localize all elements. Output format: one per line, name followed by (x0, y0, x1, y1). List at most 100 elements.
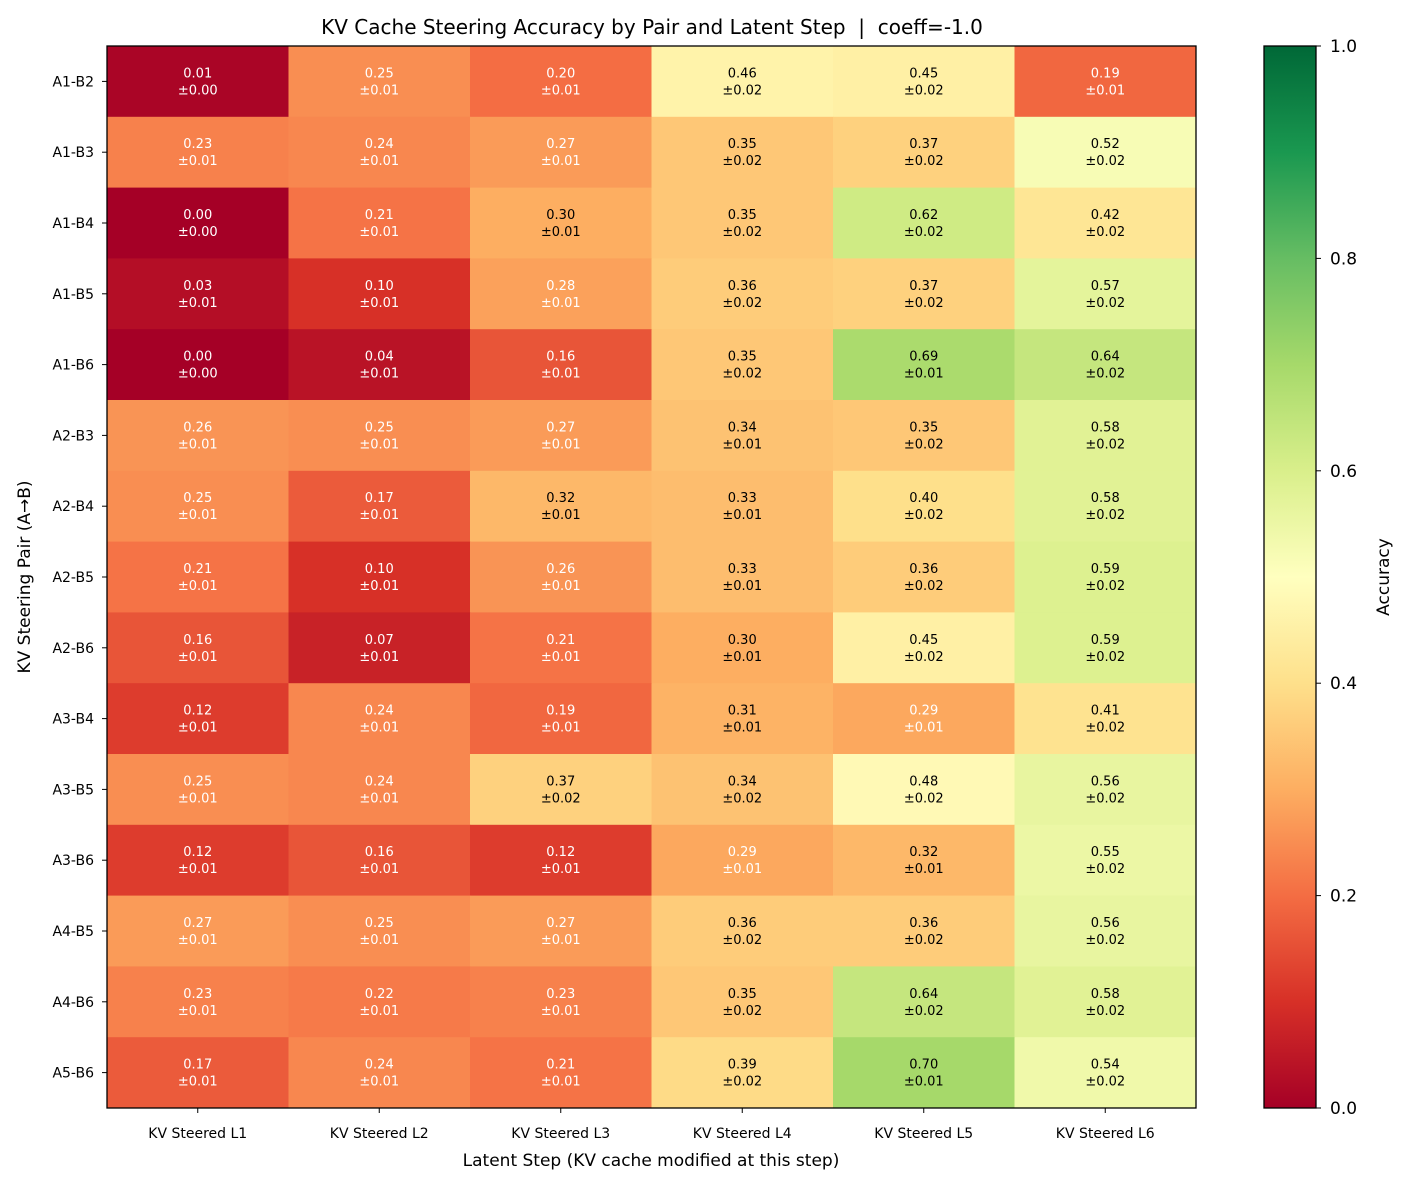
cell-value-label: 0.45 (909, 66, 938, 81)
x-tick-label: KV Steered L3 (511, 1126, 610, 1142)
cell-value-label: 0.25 (183, 774, 212, 789)
heatmap-cell: 0.12 ±0.01 (107, 824, 289, 897)
heatmap-cell: 0.31 ±0.01 (651, 683, 834, 755)
cell-value-label: 0.10 (365, 279, 394, 294)
cell-value-label: 0.36 (728, 916, 757, 931)
cell-rect (470, 258, 652, 330)
cell-value-label: 0.58 (1091, 987, 1120, 1002)
cell-value-label: 0.24 (365, 137, 394, 152)
cell-error-label: ±0.02 (904, 650, 944, 665)
cell-rect (288, 1037, 471, 1109)
cell-error-label: ±0.02 (904, 1004, 944, 1019)
y-axis-ticks: A1-B2 A1-B3 A1-B4 A1-B5 A1-B6 A2-B3 A2-B4 A2-B5… (52, 74, 107, 1082)
heatmap-cell: 0.19 ±0.01 (1014, 46, 1197, 118)
cell-value-label: 0.25 (365, 66, 394, 81)
heatmap-cell: 0.39 ±0.02 (651, 1037, 834, 1109)
cell-error-label: ±0.02 (1085, 296, 1125, 311)
cell-value-label: 0.19 (1091, 66, 1120, 81)
heatmap-cell: 0.55 ±0.02 (1014, 824, 1197, 897)
cell-error-label: ±0.02 (904, 508, 944, 523)
cell-error-label: ±0.02 (722, 367, 762, 382)
cell-error-label: ±0.00 (178, 83, 218, 98)
heatmap-cell: 0.58 ±0.02 (1014, 400, 1197, 472)
heatmap-cell: 0.21 ±0.01 (107, 541, 289, 613)
heatmap-cell: 0.23 ±0.01 (470, 966, 652, 1038)
cell-value-label: 0.26 (183, 420, 212, 435)
heatmap-cell: 0.28 ±0.01 (470, 258, 652, 330)
heatmap-cell: 0.59 ±0.02 (1014, 612, 1197, 684)
cell-rect (651, 895, 834, 967)
heatmap-cell: 0.22 ±0.01 (288, 966, 471, 1038)
cell-value-label: 0.46 (728, 66, 757, 81)
cell-value-label: 0.07 (365, 633, 394, 648)
heatmap-cell: 0.30 ±0.01 (651, 612, 834, 684)
cell-value-label: 0.33 (728, 562, 757, 577)
cell-rect (470, 400, 652, 472)
x-tick-label: KV Steered L2 (330, 1126, 429, 1142)
cell-rect (288, 116, 471, 189)
cell-value-label: 0.62 (909, 208, 938, 223)
cell-rect (651, 187, 834, 259)
cell-error-label: ±0.01 (904, 1075, 944, 1090)
cell-error-label: ±0.02 (1085, 1075, 1125, 1090)
cell-error-label: ±0.01 (359, 296, 399, 311)
y-tick-label: A1-B3 (52, 145, 94, 161)
cell-error-label: ±0.02 (1085, 650, 1125, 665)
cell-error-label: ±0.01 (722, 862, 762, 877)
cell-value-label: 0.25 (365, 916, 394, 931)
cell-rect (651, 754, 834, 826)
cell-value-label: 0.34 (728, 774, 757, 789)
heatmap-cell: 0.46 ±0.02 (651, 46, 834, 118)
cell-rect (1014, 754, 1197, 826)
cell-error-label: ±0.01 (541, 225, 581, 240)
cell-rect (651, 46, 834, 118)
cell-rect (107, 683, 289, 755)
cell-error-label: ±0.01 (541, 1004, 581, 1019)
cell-error-label: ±0.01 (359, 225, 399, 240)
cell-rect (107, 258, 289, 330)
cell-rect (288, 470, 471, 543)
cell-error-label: ±0.01 (904, 367, 944, 382)
heatmap-cells: 0.01±0.000.25±0.010.20±0.010.46±0.020.45… (107, 46, 1197, 1109)
cell-value-label: 0.30 (546, 208, 575, 223)
cell-rect (651, 329, 834, 401)
cell-error-label: ±0.01 (359, 650, 399, 665)
cell-rect (833, 612, 1015, 684)
cell-value-label: 0.36 (728, 279, 757, 294)
cell-error-label: ±0.02 (1085, 225, 1125, 240)
chart-title: KV Cache Steering Accuracy by Pair and L… (321, 15, 983, 39)
cell-value-label: 0.24 (365, 774, 394, 789)
cell-value-label: 0.00 (183, 208, 212, 223)
cell-error-label: ±0.02 (722, 1004, 762, 1019)
heatmap-cell: 0.33 ±0.01 (651, 541, 834, 613)
heatmap-cell: 0.36 ±0.02 (651, 258, 834, 330)
cell-rect (651, 470, 834, 543)
cell-error-label: ±0.02 (904, 225, 944, 240)
cell-value-label: 0.37 (546, 774, 575, 789)
y-tick-label: A1-B2 (52, 74, 94, 90)
y-tick-label: A2-B3 (52, 428, 94, 444)
cell-rect (1014, 683, 1197, 755)
cell-value-label: 0.39 (728, 1058, 757, 1073)
cell-error-label: ±0.01 (178, 791, 218, 806)
cell-value-label: 0.40 (909, 491, 938, 506)
cell-rect (1014, 400, 1197, 472)
cell-error-label: ±0.01 (541, 508, 581, 523)
y-tick-label: A1-B4 (52, 216, 94, 232)
heatmap-cell: 0.29 ±0.01 (651, 824, 834, 897)
y-axis-label: KV Steering Pair (A→B) (15, 480, 35, 673)
heatmap-cell: 0.27 ±0.01 (470, 116, 652, 189)
cell-value-label: 0.23 (183, 987, 212, 1002)
cell-error-label: ±0.01 (359, 791, 399, 806)
cell-error-label: ±0.01 (359, 154, 399, 169)
cell-error-label: ±0.01 (541, 862, 581, 877)
cell-error-label: ±0.01 (904, 721, 944, 736)
cell-error-label: ±0.02 (1085, 721, 1125, 736)
cell-rect (1014, 46, 1197, 118)
cell-rect (107, 400, 289, 472)
cell-value-label: 0.27 (183, 916, 212, 931)
cell-rect (470, 683, 652, 755)
heatmap-cell: 0.21 ±0.01 (288, 187, 471, 259)
cell-value-label: 0.29 (909, 704, 938, 719)
cell-value-label: 0.35 (728, 350, 757, 365)
